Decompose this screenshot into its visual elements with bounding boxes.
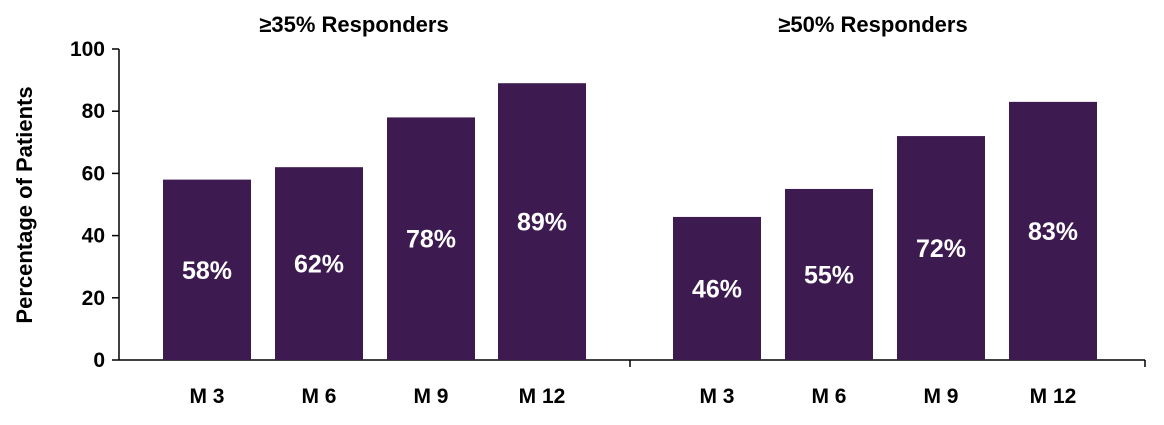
panel-titles: ≥35% Responders ≥50% Responders: [259, 12, 967, 37]
panel-title: ≥35% Responders: [259, 12, 448, 37]
x-tick-label: M 6: [301, 385, 336, 408]
data-label: 72%: [916, 235, 966, 263]
panel-title: ≥50% Responders: [778, 12, 967, 37]
x-tick-label: M 3: [189, 385, 224, 408]
y-tick-label: 80: [82, 100, 105, 123]
x-tick-label: M 3: [699, 385, 734, 408]
y-tick-labels: 0 20 40 60 80 100: [70, 38, 105, 372]
bar: [387, 117, 475, 360]
y-axis-label: Percentage of Patients: [12, 86, 37, 323]
y-tick-label: 20: [82, 287, 105, 310]
data-label: 46%: [692, 275, 742, 303]
bar: [785, 188, 873, 360]
bar: [897, 136, 985, 360]
x-tick-label: M 9: [413, 385, 448, 408]
x-tick-label: M 12: [519, 385, 566, 408]
x-tick-label: M 6: [811, 385, 846, 408]
y-tick-label: 40: [82, 225, 105, 248]
bar: [498, 83, 586, 361]
bar: [275, 167, 363, 360]
y-tick-label: 100: [70, 38, 105, 61]
data-label: 89%: [517, 209, 567, 237]
y-tick-label: 60: [82, 162, 105, 185]
data-labels: 58% 62% 78% 89% 46% 55% 72% 83%: [182, 209, 1078, 304]
bar: [163, 179, 251, 360]
data-label: 58%: [182, 257, 232, 285]
data-label: 78%: [406, 226, 456, 254]
bar: [673, 216, 761, 360]
data-label: 62%: [294, 251, 344, 279]
x-tick-label: M 9: [923, 385, 958, 408]
bars: [163, 83, 1097, 361]
axes: [112, 48, 1146, 367]
bar: [1009, 101, 1097, 361]
data-label: 55%: [804, 261, 854, 289]
x-tick-label: M 12: [1030, 385, 1077, 408]
y-tick-label: 0: [93, 349, 105, 372]
x-tick-labels: M 3 M 6 M 9 M 12 M 3 M 6 M 9 M 12: [189, 385, 1076, 408]
data-label: 83%: [1028, 218, 1078, 246]
